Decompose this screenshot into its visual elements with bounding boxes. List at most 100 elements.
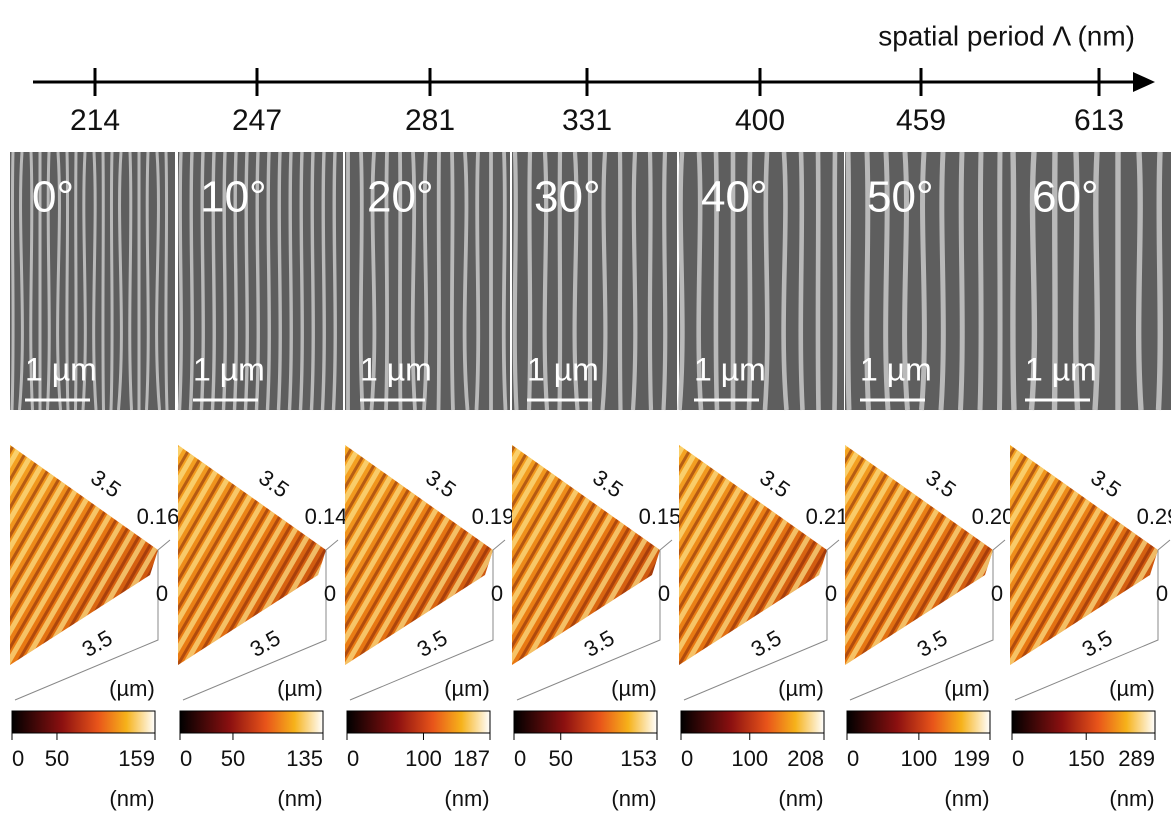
afm-x-size: 3.5 xyxy=(421,465,460,503)
angle-label: 30° xyxy=(534,173,601,222)
sem-ridge xyxy=(474,151,481,411)
sem-ridge xyxy=(309,151,315,411)
afm-axis xyxy=(826,539,840,551)
sem-ridge xyxy=(542,151,550,411)
sem-ridge xyxy=(845,151,852,411)
axis-tick-label: 400 xyxy=(735,104,785,137)
afm-unit: (µm) xyxy=(1109,676,1155,701)
sem-ridge xyxy=(1010,151,1017,411)
colorbar-tick-label: 100 xyxy=(731,746,768,771)
sem-ridge xyxy=(1073,151,1081,411)
colorbar-tick-label: 153 xyxy=(620,746,657,771)
afm-axis xyxy=(157,539,171,551)
sem-ridge xyxy=(232,151,238,411)
sem-ridge xyxy=(199,151,205,411)
scale-bar-label: 1 µm xyxy=(527,351,599,387)
afm-unit: (µm) xyxy=(611,676,657,701)
afm-axes xyxy=(14,550,159,701)
afm-unit: (µm) xyxy=(109,676,155,701)
afm-z-min: 0 xyxy=(825,581,837,606)
angle-label: 60° xyxy=(1032,173,1099,222)
sem-ridge xyxy=(384,151,390,411)
sem-ridge xyxy=(600,151,608,411)
afm-y-size: 3.5 xyxy=(1078,625,1117,662)
sem-ridge xyxy=(109,151,114,411)
colorbar xyxy=(346,710,491,734)
afm-axes xyxy=(683,550,828,701)
scale-bar-label: 1 µm xyxy=(25,351,97,387)
sem-ridge xyxy=(462,151,470,411)
afm-axes xyxy=(182,550,327,701)
sem-ridge xyxy=(798,151,805,411)
afm-y-size: 3.5 xyxy=(413,625,452,662)
sem-ridge xyxy=(410,151,417,411)
sem-ridge xyxy=(977,151,984,411)
sem-ridge xyxy=(557,151,563,411)
sem-ridge xyxy=(74,151,78,411)
colorbar-tick-label: 150 xyxy=(1068,746,1105,771)
sem-ridge xyxy=(46,151,51,411)
sem-ridge xyxy=(117,151,123,411)
afm-unit: (µm) xyxy=(944,676,990,701)
angle-label: 40° xyxy=(701,173,768,222)
axis-tick-label: 613 xyxy=(1074,104,1124,137)
colorbar-tick-label: 50 xyxy=(548,746,572,771)
scale-bar-label: 1 µm xyxy=(1025,351,1097,387)
sem-ridge xyxy=(101,151,105,411)
colorbar xyxy=(680,710,825,734)
axis-tick-label: 459 xyxy=(896,104,946,137)
colorbar-tick-label: 159 xyxy=(118,746,155,771)
angle-label: 50° xyxy=(867,173,934,222)
sem-ridge xyxy=(320,151,326,411)
sem-ridge xyxy=(243,151,249,411)
sem-ridge xyxy=(145,151,150,411)
sem-ridge xyxy=(919,151,927,411)
sem-ridge xyxy=(358,151,365,411)
sem-ridge xyxy=(65,151,70,411)
sem-ridge xyxy=(883,151,891,411)
axis-tick-label: 331 xyxy=(562,104,612,137)
sem-ridge xyxy=(526,151,533,411)
sem-ridge xyxy=(1028,151,1038,411)
afm-x-size: 3.5 xyxy=(588,465,627,503)
colorbar-unit: (nm) xyxy=(611,786,656,811)
afm-z-max: 0.21 xyxy=(806,504,849,529)
sem-ridge xyxy=(617,151,623,411)
colorbar xyxy=(1011,710,1156,734)
afm-unit: (µm) xyxy=(277,676,323,701)
afm-z-max: 0.15 xyxy=(639,504,682,529)
afm-z-max: 0.20 xyxy=(972,504,1015,529)
colorbar-unit: (nm) xyxy=(109,786,154,811)
sem-ridge xyxy=(276,151,282,411)
axis-tick-label: 281 xyxy=(405,104,455,137)
sem-ridge xyxy=(630,151,638,411)
afm-x-size: 3.5 xyxy=(921,465,960,503)
colorbar-tick-label: 0 xyxy=(1012,746,1024,771)
afm-ridges xyxy=(178,445,326,665)
sem-ridge xyxy=(177,151,183,411)
afm-z-min: 0 xyxy=(491,581,503,606)
colorbar xyxy=(846,710,991,734)
afm-y-size: 3.5 xyxy=(747,625,786,662)
sem-ridge xyxy=(210,151,216,411)
sem-image xyxy=(1010,152,1171,410)
afm-axis xyxy=(659,539,673,551)
afm-ridges xyxy=(10,445,158,665)
sem-ridge xyxy=(29,151,34,411)
colorbar-tick-label: 50 xyxy=(221,746,245,771)
sem-ridge xyxy=(1135,151,1144,411)
colorbar-tick-label: 135 xyxy=(286,746,323,771)
sem-ridge xyxy=(997,151,1003,411)
afm-ridges xyxy=(345,445,493,665)
afm-axis xyxy=(992,539,1006,551)
afm-axis xyxy=(325,539,339,551)
sem-ridge xyxy=(1051,151,1058,411)
sem-ridge xyxy=(128,151,133,411)
afm-ridges xyxy=(1010,445,1158,665)
afm-z-max: 0.16 xyxy=(137,504,180,529)
sem-ridge xyxy=(677,151,685,411)
sem-ridge xyxy=(164,151,169,411)
sem-ridge xyxy=(188,151,194,411)
scale-bar-label: 1 µm xyxy=(360,351,432,387)
axis-tick-label: 247 xyxy=(232,104,282,137)
